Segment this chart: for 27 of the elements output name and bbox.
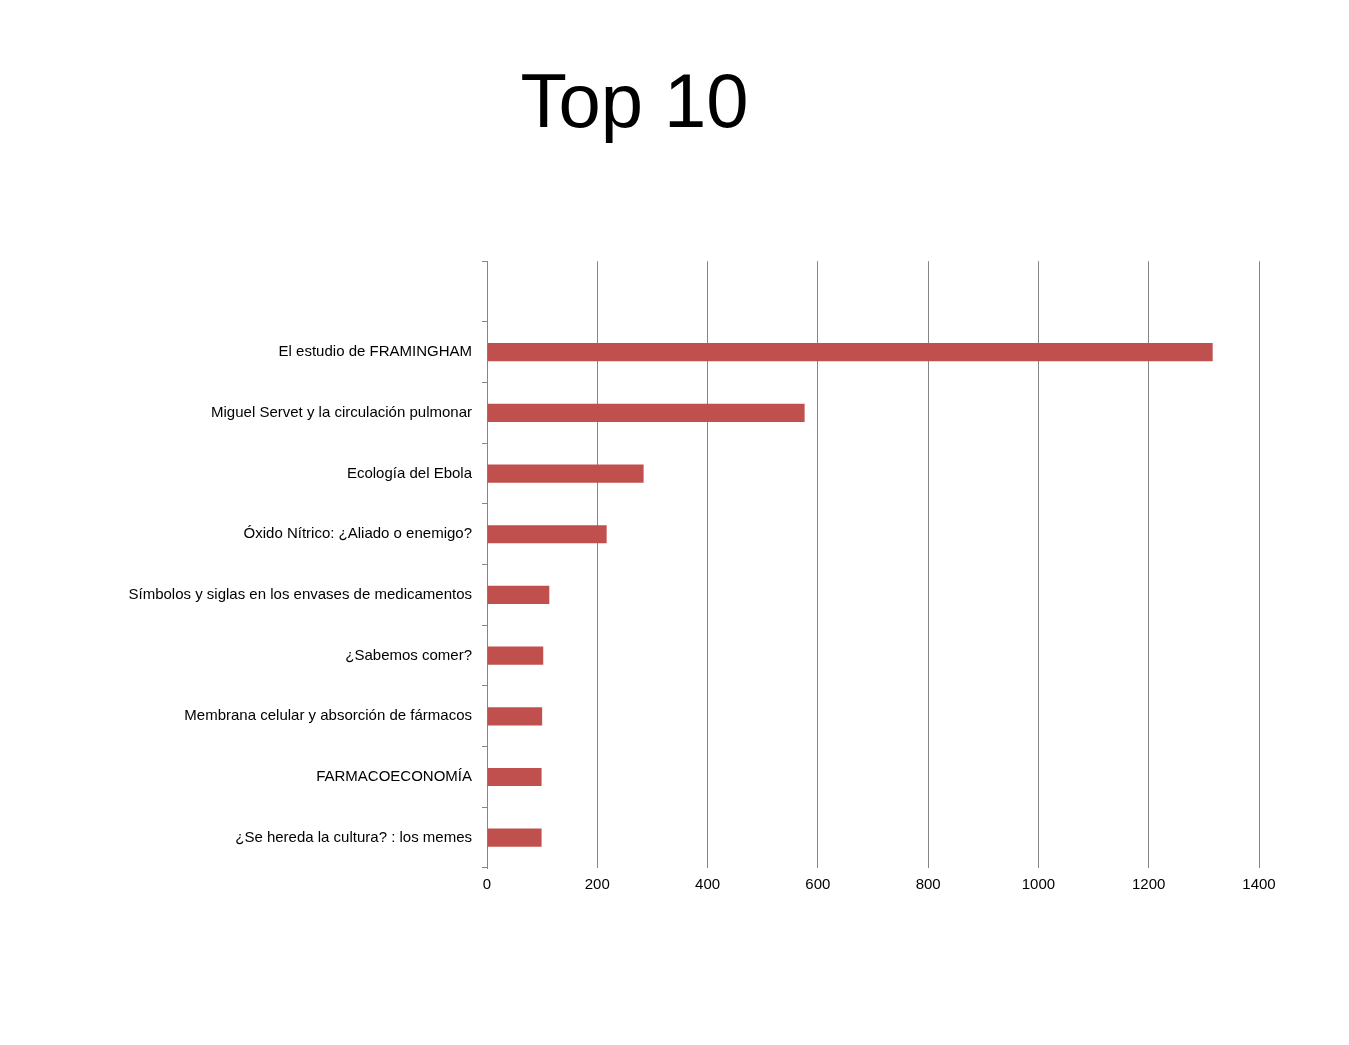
y-tick-label: Ecología del Ebola bbox=[346, 463, 473, 481]
y-tick-label: FARMACOECONOMÍA bbox=[316, 767, 472, 785]
y-tick-label: ¿Se hereda la cultura? : los memes bbox=[235, 827, 472, 845]
y-tick-label: Membrana celular y absorción de fármacos bbox=[184, 706, 472, 724]
x-tick-label: 0 bbox=[482, 875, 492, 893]
bar bbox=[487, 767, 542, 787]
bar bbox=[487, 343, 1213, 362]
x-tick-label: 800 bbox=[915, 875, 941, 893]
y-tick-label: Miguel Servet y la circulación pulmonar bbox=[211, 403, 472, 421]
chart-title: Top 10 bbox=[520, 57, 749, 143]
bar bbox=[487, 585, 550, 605]
bar bbox=[487, 464, 644, 483]
x-tick-label: 400 bbox=[695, 875, 721, 893]
bar bbox=[487, 646, 544, 665]
x-tick-label: 200 bbox=[584, 875, 610, 893]
bar bbox=[487, 707, 543, 726]
x-tick-label: 1400 bbox=[1242, 875, 1276, 893]
x-tick-label: 600 bbox=[805, 875, 831, 893]
bar bbox=[487, 525, 607, 544]
y-tick-label: Símbolos y siglas en los envases de medicamentos bbox=[128, 585, 472, 603]
y-tick-label: ¿Sabemos comer? bbox=[345, 645, 472, 663]
y-tick-label: Óxido Nítrico: ¿Aliado o enemigo? bbox=[243, 524, 472, 542]
bar bbox=[487, 828, 542, 847]
x-tick-label: 1000 bbox=[1021, 875, 1056, 893]
x-tick-label: 1200 bbox=[1132, 875, 1166, 893]
bar bbox=[487, 403, 805, 422]
y-tick-label: El estudio de FRAMINGHAM bbox=[278, 342, 472, 360]
